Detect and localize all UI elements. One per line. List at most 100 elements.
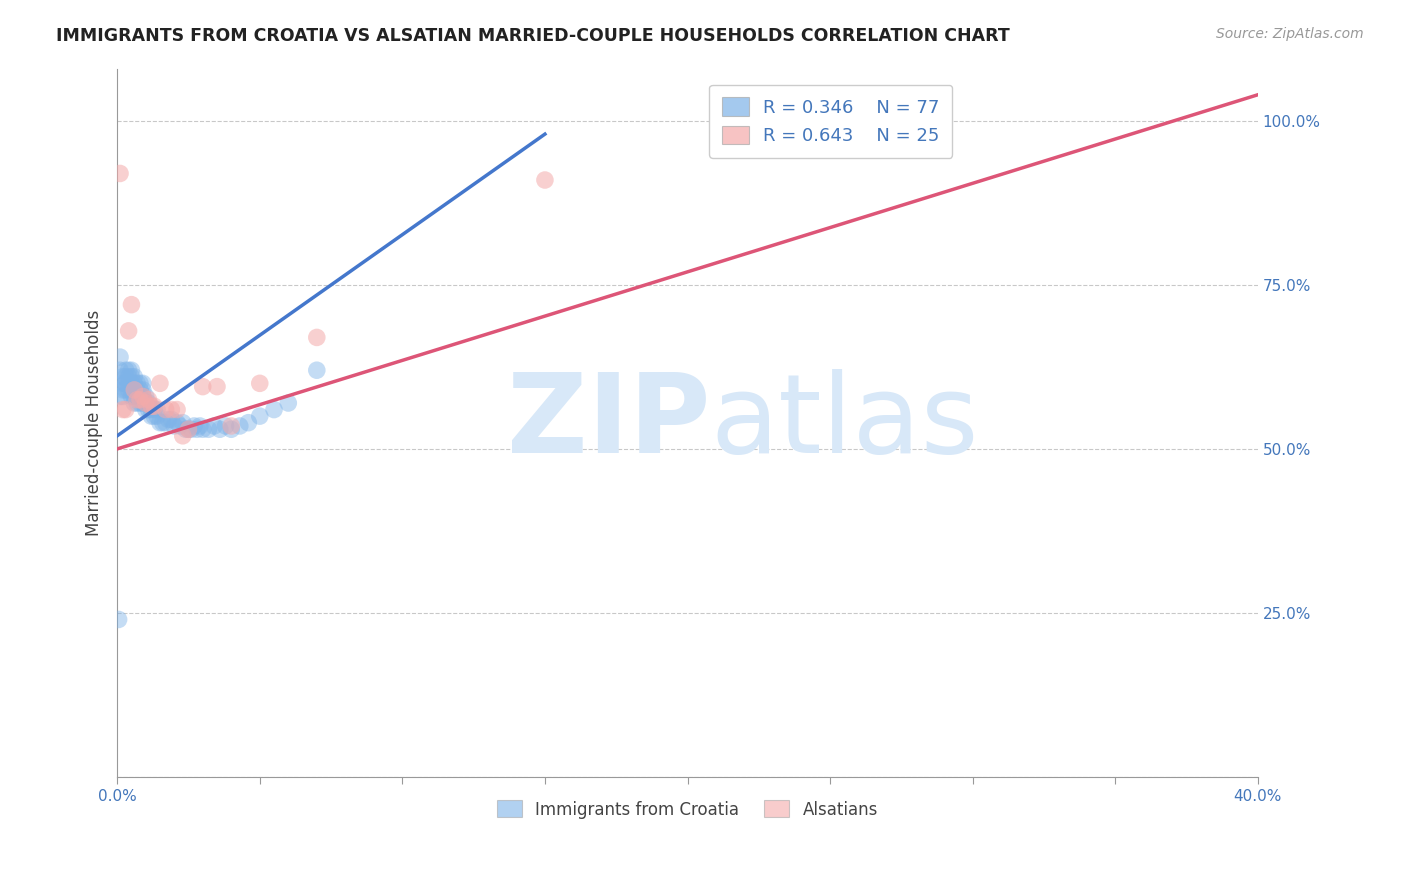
Point <box>114 402 136 417</box>
Legend: Immigrants from Croatia, Alsatians: Immigrants from Croatia, Alsatians <box>491 794 884 825</box>
Point <box>114 363 136 377</box>
Point <box>114 383 136 397</box>
Point <box>263 402 285 417</box>
Point <box>172 416 194 430</box>
Point <box>186 422 208 436</box>
Point <box>108 363 131 377</box>
Y-axis label: Married-couple Households: Married-couple Households <box>86 310 103 536</box>
Point <box>534 173 557 187</box>
Point <box>180 422 202 436</box>
Point <box>163 419 186 434</box>
Point <box>108 350 131 364</box>
Point <box>174 422 197 436</box>
Point <box>205 379 228 393</box>
Point <box>146 402 169 417</box>
Point <box>120 376 142 391</box>
Point <box>132 383 155 397</box>
Text: ZIP: ZIP <box>508 369 710 476</box>
Point <box>214 419 236 434</box>
Point <box>135 396 157 410</box>
Point <box>155 402 177 417</box>
Point <box>183 419 205 434</box>
Point <box>117 363 139 377</box>
Point <box>138 402 160 417</box>
Text: atlas: atlas <box>710 369 979 476</box>
Point <box>177 422 200 436</box>
Point <box>146 409 169 424</box>
Point <box>124 389 146 403</box>
Point <box>124 396 146 410</box>
Point <box>107 612 129 626</box>
Text: IMMIGRANTS FROM CROATIA VS ALSATIAN MARRIED-COUPLE HOUSEHOLDS CORRELATION CHART: IMMIGRANTS FROM CROATIA VS ALSATIAN MARR… <box>56 27 1010 45</box>
Point <box>219 422 242 436</box>
Point <box>149 416 172 430</box>
Point <box>141 409 163 424</box>
Point <box>202 419 225 434</box>
Point <box>155 416 177 430</box>
Point <box>141 399 163 413</box>
Point <box>141 402 163 417</box>
Point <box>111 376 134 391</box>
Point <box>129 392 152 407</box>
Point <box>277 396 299 410</box>
Point <box>114 369 136 384</box>
Point <box>132 376 155 391</box>
Point <box>129 383 152 397</box>
Point <box>132 389 155 403</box>
Point <box>129 389 152 403</box>
Point <box>138 392 160 407</box>
Point <box>229 419 252 434</box>
Point <box>114 376 136 391</box>
Point <box>160 402 183 417</box>
Point <box>111 389 134 403</box>
Point <box>191 422 214 436</box>
Point <box>219 419 242 434</box>
Point <box>124 383 146 397</box>
Point <box>108 389 131 403</box>
Point <box>135 402 157 417</box>
Point <box>129 396 152 410</box>
Point <box>111 402 134 417</box>
Point <box>111 369 134 384</box>
Point <box>117 369 139 384</box>
Point <box>238 416 260 430</box>
Point <box>124 376 146 391</box>
Point <box>143 402 166 417</box>
Point <box>152 416 174 430</box>
Point <box>117 376 139 391</box>
Point <box>111 383 134 397</box>
Point <box>127 376 149 391</box>
Point <box>120 298 142 312</box>
Point <box>117 383 139 397</box>
Point <box>114 376 136 391</box>
Point <box>157 412 180 426</box>
Point <box>191 379 214 393</box>
Point <box>108 166 131 180</box>
Point <box>305 363 328 377</box>
Point <box>160 412 183 426</box>
Point <box>208 422 231 436</box>
Point <box>129 376 152 391</box>
Point <box>135 396 157 410</box>
Point <box>127 383 149 397</box>
Point <box>117 324 139 338</box>
Point <box>143 399 166 413</box>
Point <box>177 422 200 436</box>
Point <box>120 363 142 377</box>
Point <box>249 376 271 391</box>
Point <box>166 416 188 430</box>
Point <box>120 369 142 384</box>
Point <box>172 429 194 443</box>
Point <box>132 389 155 403</box>
Point <box>135 389 157 403</box>
Point <box>197 422 219 436</box>
Point <box>127 392 149 407</box>
Point <box>127 389 149 403</box>
Point <box>169 419 191 434</box>
Point <box>124 383 146 397</box>
Point <box>120 389 142 403</box>
Point <box>138 396 160 410</box>
Point <box>249 409 271 424</box>
Point <box>127 396 149 410</box>
Point <box>188 419 211 434</box>
